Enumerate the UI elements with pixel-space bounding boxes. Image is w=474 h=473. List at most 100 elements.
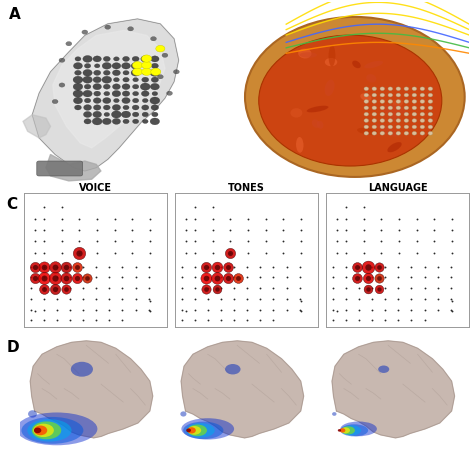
- Circle shape: [380, 93, 384, 97]
- Point: [227, 215, 234, 222]
- Point: [58, 249, 65, 256]
- Title: VOICE: VOICE: [79, 183, 112, 193]
- Point: [227, 249, 234, 256]
- Point: [342, 203, 350, 211]
- Circle shape: [84, 63, 91, 68]
- Point: [333, 307, 341, 315]
- Point: [128, 226, 136, 234]
- Point: [53, 263, 61, 271]
- Point: [224, 274, 231, 282]
- Point: [448, 226, 456, 234]
- Point: [297, 297, 304, 305]
- Point: [353, 274, 361, 282]
- Circle shape: [84, 98, 91, 103]
- Circle shape: [428, 113, 433, 116]
- Point: [191, 249, 199, 256]
- Point: [62, 286, 70, 293]
- Point: [213, 274, 220, 282]
- Point: [382, 316, 389, 324]
- Circle shape: [412, 100, 417, 103]
- Point: [146, 307, 154, 315]
- Point: [178, 284, 185, 292]
- Point: [230, 327, 238, 335]
- Point: [364, 274, 372, 282]
- Circle shape: [94, 64, 100, 68]
- Point: [204, 273, 212, 281]
- Point: [353, 263, 361, 271]
- Point: [227, 237, 234, 245]
- Point: [235, 274, 242, 282]
- Point: [40, 273, 47, 281]
- Point: [40, 327, 47, 335]
- Point: [92, 327, 100, 335]
- Point: [230, 284, 238, 292]
- Point: [447, 284, 455, 292]
- Circle shape: [123, 70, 129, 75]
- Circle shape: [123, 119, 129, 123]
- Circle shape: [123, 105, 129, 110]
- Circle shape: [105, 25, 111, 29]
- Ellipse shape: [225, 364, 240, 375]
- Point: [394, 284, 402, 292]
- Point: [329, 284, 337, 292]
- Circle shape: [103, 97, 111, 104]
- Circle shape: [133, 119, 139, 123]
- Circle shape: [388, 87, 392, 90]
- Point: [73, 274, 81, 282]
- Circle shape: [104, 113, 109, 116]
- Circle shape: [396, 119, 401, 123]
- Point: [92, 263, 100, 271]
- Point: [53, 306, 61, 314]
- Point: [27, 273, 35, 281]
- Circle shape: [83, 55, 92, 62]
- Point: [395, 237, 403, 245]
- Ellipse shape: [341, 427, 350, 433]
- Circle shape: [404, 87, 409, 90]
- Ellipse shape: [387, 142, 401, 152]
- Ellipse shape: [341, 425, 361, 436]
- Point: [360, 237, 368, 245]
- Point: [178, 327, 185, 335]
- Point: [27, 263, 35, 271]
- Circle shape: [133, 78, 138, 82]
- Point: [51, 263, 59, 271]
- Circle shape: [59, 83, 65, 87]
- Polygon shape: [46, 155, 101, 181]
- Point: [132, 295, 139, 303]
- Point: [408, 263, 415, 271]
- Point: [342, 295, 350, 303]
- Circle shape: [364, 93, 369, 97]
- Circle shape: [420, 106, 425, 110]
- Circle shape: [112, 84, 120, 89]
- Point: [447, 263, 455, 271]
- Point: [368, 316, 376, 324]
- Circle shape: [113, 78, 119, 82]
- Point: [182, 215, 190, 222]
- Circle shape: [132, 105, 139, 110]
- Circle shape: [388, 93, 392, 97]
- Point: [382, 273, 389, 281]
- FancyBboxPatch shape: [37, 161, 82, 176]
- Circle shape: [380, 131, 384, 135]
- Point: [364, 274, 372, 282]
- Point: [279, 226, 287, 234]
- Circle shape: [142, 112, 148, 117]
- Point: [73, 263, 81, 271]
- Point: [66, 327, 74, 335]
- Circle shape: [73, 62, 82, 69]
- Point: [447, 295, 455, 303]
- Point: [31, 274, 38, 282]
- Circle shape: [388, 125, 392, 129]
- Circle shape: [94, 91, 100, 96]
- Point: [79, 306, 87, 314]
- Point: [75, 215, 83, 222]
- Point: [209, 237, 217, 245]
- Point: [217, 284, 225, 292]
- Circle shape: [73, 90, 83, 97]
- Point: [209, 226, 217, 234]
- Point: [421, 295, 428, 303]
- Circle shape: [128, 26, 134, 31]
- Point: [217, 295, 225, 303]
- Circle shape: [151, 36, 156, 41]
- Point: [209, 249, 217, 256]
